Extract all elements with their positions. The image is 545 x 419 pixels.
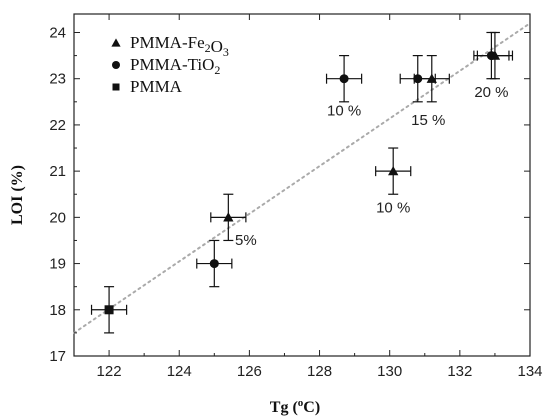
x-tick-label-6: 134 bbox=[517, 363, 542, 380]
annotation-0: 5% bbox=[235, 232, 257, 249]
triangle-marker bbox=[426, 73, 437, 83]
ticks-layer: 122 124 126 128 130 132 134 17 18 19 20 21 22 23 24 bbox=[49, 14, 543, 380]
square-legend-icon bbox=[112, 83, 120, 91]
y-tick-label-6: 23 bbox=[49, 71, 66, 88]
data-point-1 bbox=[196, 239, 233, 288]
data-point-2 bbox=[210, 193, 247, 242]
triangle-marker bbox=[388, 165, 399, 176]
legend-label-2: PMMA bbox=[130, 77, 183, 96]
legend-entry-0: PMMA-Fe2O3 bbox=[111, 33, 229, 59]
y-tick-label-0: 17 bbox=[49, 348, 66, 365]
y-tick-label-7: 24 bbox=[49, 24, 66, 41]
circle-marker bbox=[339, 74, 349, 84]
annotation-1: 10 % bbox=[327, 103, 361, 120]
plot-border bbox=[73, 13, 531, 357]
trend-line bbox=[73, 22, 531, 334]
triangle-marker bbox=[223, 212, 234, 222]
triangle-marker bbox=[489, 50, 501, 60]
legend-label-0: PMMA-Fe2O3 bbox=[130, 33, 229, 59]
x-tick-label-1: 124 bbox=[167, 363, 192, 380]
x-tick-label-4: 130 bbox=[377, 363, 402, 380]
square-marker bbox=[104, 305, 114, 315]
data-point-3 bbox=[325, 54, 363, 103]
triangle-legend-icon bbox=[111, 38, 121, 47]
data-point-6 bbox=[413, 54, 450, 103]
plot-frame bbox=[73, 13, 531, 357]
data-point-4 bbox=[375, 147, 412, 195]
legend-entry-2: PMMA bbox=[112, 77, 183, 96]
annot-layer: 5% 10 % 10 % 15 % 20 % bbox=[235, 84, 508, 249]
y-tick-label-3: 20 bbox=[49, 209, 66, 226]
trend-layer bbox=[73, 22, 531, 334]
legend-label-1: PMMA-TiO2 bbox=[130, 55, 220, 77]
x-tick-label-2: 126 bbox=[237, 363, 262, 380]
x-tick-label-0: 122 bbox=[97, 363, 122, 380]
data-point-0 bbox=[90, 286, 128, 334]
y-tick-label-1: 18 bbox=[49, 302, 66, 319]
legend-entry-1: PMMA-TiO2 bbox=[112, 55, 220, 77]
data-point-8 bbox=[476, 31, 514, 80]
x-tick-label-5: 132 bbox=[447, 363, 472, 380]
annotation-2: 10 % bbox=[376, 200, 410, 217]
y-axis-title: LOI (%) bbox=[9, 165, 26, 225]
circle-marker bbox=[209, 259, 219, 269]
points-layer bbox=[90, 31, 514, 334]
circle-legend-icon bbox=[112, 61, 120, 69]
x-axis-title: Tg (oC) bbox=[270, 397, 320, 416]
annotation-3: 15 % bbox=[411, 112, 445, 129]
x-tick-label-3: 128 bbox=[307, 363, 332, 380]
y-tick-label-5: 22 bbox=[49, 117, 66, 134]
y-tick-label-2: 19 bbox=[49, 256, 66, 273]
annotation-4: 20 % bbox=[474, 84, 508, 101]
y-tick-label-4: 21 bbox=[49, 163, 66, 180]
